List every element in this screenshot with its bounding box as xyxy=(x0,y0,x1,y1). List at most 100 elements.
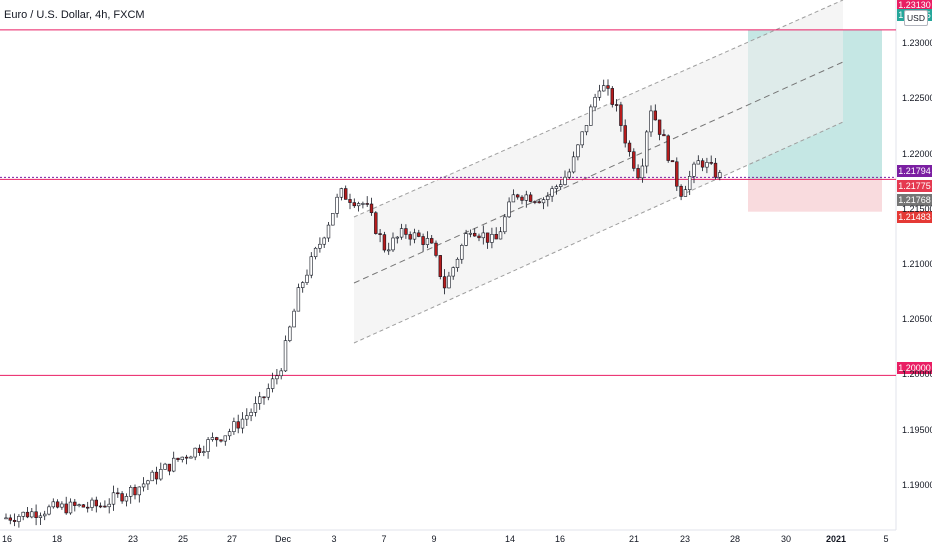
candle-down xyxy=(167,463,172,472)
candle-up xyxy=(313,247,318,258)
candle-up xyxy=(245,415,249,420)
candle-up xyxy=(223,435,227,442)
candle-up xyxy=(90,499,94,508)
candle-up xyxy=(249,412,253,417)
candle-up xyxy=(292,310,296,328)
candle-up xyxy=(580,131,584,146)
time-tick-label: 27 xyxy=(226,534,238,544)
time-tick-label: 9 xyxy=(431,534,437,544)
candle-up xyxy=(584,125,589,133)
time-tick-label: 14 xyxy=(504,534,516,544)
candle-down xyxy=(533,201,537,203)
candle-up xyxy=(571,156,576,173)
currency-button[interactable]: USD xyxy=(904,10,928,26)
time-tick-label: Dec xyxy=(274,534,292,544)
candle-up xyxy=(159,469,163,480)
candle-up xyxy=(696,160,701,165)
price-tick-label: 1.22500 xyxy=(902,93,932,104)
candle-up xyxy=(412,232,417,240)
candle-up xyxy=(4,517,8,520)
candle-up xyxy=(361,203,365,205)
candle-down xyxy=(442,276,447,289)
candle-up xyxy=(172,457,176,472)
candle-down xyxy=(494,234,498,240)
candle-up xyxy=(279,370,283,377)
candle-up xyxy=(644,131,649,167)
candle-down xyxy=(477,235,481,239)
candle-down xyxy=(675,161,679,187)
candle-up xyxy=(163,463,167,470)
candle-down xyxy=(408,234,412,240)
candle-up xyxy=(227,431,232,437)
candle-up xyxy=(257,396,262,404)
candle-up xyxy=(77,504,81,507)
time-tick-label: 5 xyxy=(883,534,889,544)
candle-down xyxy=(713,162,718,178)
candle-down xyxy=(382,234,387,251)
price-tick-label: 1.21000 xyxy=(902,259,932,269)
candle-down xyxy=(404,228,408,235)
candle-down xyxy=(98,505,103,508)
price-label-stop: 1.21483 xyxy=(897,211,932,223)
candle-down xyxy=(417,232,421,237)
candle-up xyxy=(395,236,399,239)
candle-down xyxy=(219,439,223,442)
candle-down xyxy=(352,202,356,207)
candle-down xyxy=(378,233,382,235)
candle-up xyxy=(288,326,292,341)
candle-down xyxy=(34,511,38,518)
channel-upper-line xyxy=(353,0,844,218)
time-tick-label: 16 xyxy=(1,534,13,544)
candle-up xyxy=(541,199,546,204)
candle-down xyxy=(520,196,524,201)
candle-up xyxy=(498,231,503,240)
candle-up xyxy=(253,403,258,413)
candle-up xyxy=(107,503,111,508)
candle-down xyxy=(429,238,434,244)
candle-down xyxy=(176,457,180,460)
candle-up xyxy=(193,447,197,458)
price-tick-label: 1.20000 xyxy=(902,369,932,380)
candle-up xyxy=(150,471,154,482)
candle-down xyxy=(623,125,627,144)
candle-up xyxy=(210,437,215,440)
candle-down xyxy=(537,201,541,204)
candle-up xyxy=(283,340,288,372)
candle-down xyxy=(472,232,477,237)
candle-up xyxy=(21,511,25,517)
candle-down xyxy=(421,236,425,245)
candle-down xyxy=(434,242,438,256)
candle-up xyxy=(305,274,309,283)
candle-down xyxy=(365,203,369,205)
candle-up xyxy=(38,515,43,518)
candle-down xyxy=(343,188,348,200)
time-tick-label: 23 xyxy=(679,534,691,544)
price-label-last: 1.21768 xyxy=(897,194,932,206)
candle-down xyxy=(215,437,219,441)
candle-down xyxy=(515,194,520,198)
candle-up xyxy=(240,418,245,429)
candle-down xyxy=(666,135,670,161)
candle-up xyxy=(309,256,313,276)
candle-up xyxy=(718,172,722,178)
candle-down xyxy=(64,503,68,514)
candle-up xyxy=(589,106,593,126)
candle-down xyxy=(8,517,12,521)
candle-down xyxy=(120,493,124,502)
time-tick-label: 7 xyxy=(381,534,387,544)
time-tick-label: 23 xyxy=(127,534,139,544)
channel-lower-line xyxy=(353,121,844,344)
candle-up xyxy=(141,483,146,488)
price-tick-label: 1.19000 xyxy=(902,479,932,490)
price-label-level: 1.20000 xyxy=(897,362,932,374)
time-tick-label: 21 xyxy=(628,534,640,544)
candle-up xyxy=(692,163,696,177)
candle-up xyxy=(649,110,653,133)
candle-up xyxy=(356,203,361,207)
candle-down xyxy=(81,504,86,508)
candle-up xyxy=(146,480,150,485)
candle-up xyxy=(576,144,580,158)
candle-up xyxy=(331,213,335,226)
